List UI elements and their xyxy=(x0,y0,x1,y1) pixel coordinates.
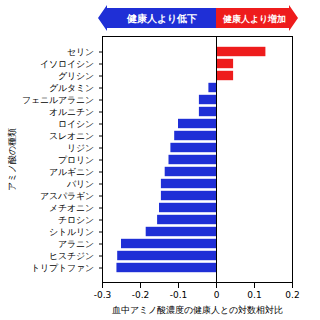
svg-text:プロリン: プロリン xyxy=(58,155,94,165)
svg-text:アルギニン: アルギニン xyxy=(49,167,94,177)
svg-text:バリン: バリン xyxy=(66,179,94,189)
svg-text:シトルリン: シトルリン xyxy=(49,227,94,237)
svg-text:セリン: セリン xyxy=(67,47,94,57)
svg-text:フェニルアラニン: フェニルアラニン xyxy=(22,95,94,105)
svg-text:健康人より低下: 健康人より低下 xyxy=(126,13,197,24)
svg-text:アミノ酸の種類: アミノ酸の種類 xyxy=(7,128,17,191)
svg-text:0.2: 0.2 xyxy=(285,290,299,300)
svg-text:アスパラギン: アスパラギン xyxy=(40,191,94,201)
svg-text:メチオニン: メチオニン xyxy=(49,203,94,213)
svg-text:血中アミノ酸濃度の健康人との対数相対比: 血中アミノ酸濃度の健康人との対数相対比 xyxy=(112,305,283,315)
svg-text:アラニン: アラニン xyxy=(58,239,94,249)
svg-text:0.1: 0.1 xyxy=(247,290,261,300)
svg-text:-0.3: -0.3 xyxy=(94,290,112,300)
svg-text:チロシン: チロシン xyxy=(58,215,94,225)
svg-text:イソロイシン: イソロイシン xyxy=(40,59,94,69)
svg-text:グリシン: グリシン xyxy=(58,71,94,81)
svg-text:グルタミン: グルタミン xyxy=(49,83,94,93)
svg-text:健康人より増加: 健康人より増加 xyxy=(222,13,286,24)
svg-text:オルニチン: オルニチン xyxy=(49,107,94,117)
svg-text:0: 0 xyxy=(214,290,220,300)
svg-text:スレオニン: スレオニン xyxy=(49,131,94,141)
svg-text:ロイシン: ロイシン xyxy=(58,119,94,129)
svg-text:-0.1: -0.1 xyxy=(170,290,188,300)
svg-text:トリプトファン: トリプトファン xyxy=(31,263,94,273)
svg-text:ヒスチジン: ヒスチジン xyxy=(49,251,94,261)
svg-text:-0.2: -0.2 xyxy=(132,290,150,300)
svg-text:リジン: リジン xyxy=(67,143,94,153)
